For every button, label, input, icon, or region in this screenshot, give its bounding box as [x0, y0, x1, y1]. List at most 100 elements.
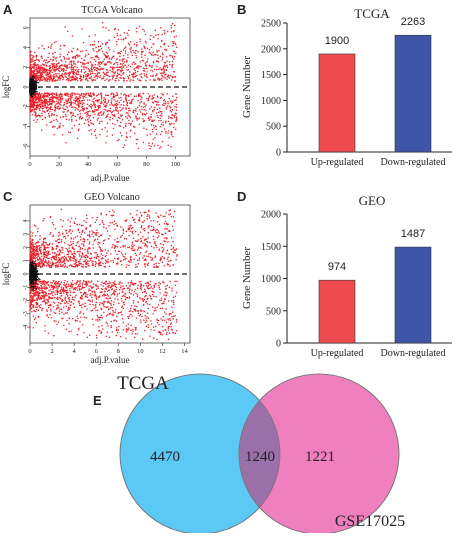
- scatter-point: [103, 312, 105, 314]
- scatter-point: [38, 59, 40, 61]
- scatter-point: [176, 116, 178, 118]
- scatter-point: [169, 55, 171, 57]
- scatter-point: [112, 93, 114, 95]
- scatter-point: [54, 104, 56, 106]
- scatter-point: [77, 70, 79, 72]
- scatter-point: [53, 56, 55, 58]
- scatter-point: [138, 234, 140, 236]
- scatter-point: [134, 63, 136, 65]
- scatter-point: [118, 97, 120, 99]
- scatter-point: [120, 104, 122, 106]
- scatter-point: [51, 121, 53, 123]
- scatter-point: [160, 318, 162, 320]
- scatter-point: [68, 331, 70, 333]
- scatter-point: [76, 77, 78, 79]
- scatter-point: [123, 256, 125, 258]
- scatter-point: [82, 100, 84, 102]
- scatter-point: [132, 120, 134, 122]
- scatter-point: [52, 109, 54, 111]
- scatter-point: [169, 105, 171, 107]
- scatter-point: [58, 99, 60, 101]
- scatter-point: [70, 72, 72, 74]
- scatter-point: [41, 45, 43, 47]
- scatter-point: [169, 61, 171, 63]
- scatter-point: [87, 99, 89, 101]
- scatter-point: [155, 126, 157, 128]
- scatter-point: [175, 35, 177, 37]
- scatter-point: [126, 112, 128, 114]
- scatter-point: [79, 78, 81, 80]
- scatter-point: [82, 241, 84, 243]
- scatter-point: [145, 65, 147, 67]
- scatter-point: [67, 31, 69, 33]
- scatter-point: [60, 101, 62, 103]
- scatter-point: [35, 83, 37, 85]
- scatter-point: [36, 115, 38, 117]
- scatter-point: [125, 109, 127, 111]
- scatter-point: [135, 266, 137, 268]
- scatter-point: [53, 134, 55, 136]
- scatter-point: [121, 135, 123, 137]
- scatter-point: [72, 92, 74, 94]
- scatter-point: [128, 30, 130, 32]
- scatter-point: [126, 59, 128, 61]
- scatter-point: [92, 48, 94, 50]
- scatter-point: [135, 231, 137, 233]
- scatter-point: [77, 241, 79, 243]
- scatter-point: [107, 52, 109, 54]
- scatter-point: [163, 105, 165, 107]
- scatter-point: [151, 47, 153, 49]
- scatter-point: [150, 39, 152, 41]
- scatter-point: [87, 113, 89, 115]
- scatter-point: [66, 320, 68, 322]
- scatter-point: [104, 105, 106, 107]
- scatter-point: [51, 259, 53, 261]
- scatter-point: [33, 120, 35, 122]
- scatter-point: [102, 26, 104, 28]
- scatter-point: [144, 54, 146, 56]
- scatter-point: [67, 303, 69, 305]
- scatter-point: [37, 119, 39, 121]
- scatter-point: [57, 108, 59, 110]
- scatter-point: [80, 62, 82, 64]
- scatter-point: [34, 74, 36, 76]
- scatter-point: [143, 109, 145, 111]
- scatter-point: [147, 48, 149, 50]
- scatter-point: [159, 67, 161, 69]
- scatter-point: [130, 79, 132, 81]
- scatter-point: [75, 93, 77, 95]
- scatter-point: [93, 79, 95, 81]
- scatter-point: [168, 214, 170, 216]
- scatter-point: [75, 100, 77, 102]
- scatter-point: [65, 76, 67, 78]
- scatter-point: [44, 64, 46, 66]
- scatter-point: [89, 95, 91, 97]
- scatter-point: [73, 69, 75, 71]
- scatter-point: [74, 125, 76, 127]
- scatter-point: [51, 113, 53, 115]
- scatter-point: [56, 57, 58, 59]
- scatter-point: [68, 247, 70, 249]
- scatter-point: [109, 104, 111, 106]
- scatter-point: [50, 309, 52, 311]
- scatter-point: [151, 98, 153, 100]
- scatter-point: [168, 137, 170, 139]
- scatter-point: [95, 55, 97, 57]
- scatter-point: [35, 56, 37, 58]
- scatter-point: [48, 317, 50, 319]
- scatter-point: [117, 104, 119, 106]
- scatter-point: [146, 113, 148, 115]
- scatter-point: [154, 109, 156, 111]
- scatter-point: [127, 112, 129, 114]
- scatter-points: [29, 22, 177, 149]
- scatter-point: [76, 108, 78, 110]
- x-tick-label: 60: [114, 161, 121, 168]
- scatter-point: [46, 124, 48, 126]
- scatter-point: [127, 76, 129, 78]
- scatter-point: [76, 120, 78, 122]
- scatter-point: [156, 104, 158, 106]
- scatter-point: [36, 78, 38, 80]
- scatter-point: [100, 92, 102, 94]
- scatter-point: [168, 46, 170, 48]
- scatter-point: [171, 134, 173, 136]
